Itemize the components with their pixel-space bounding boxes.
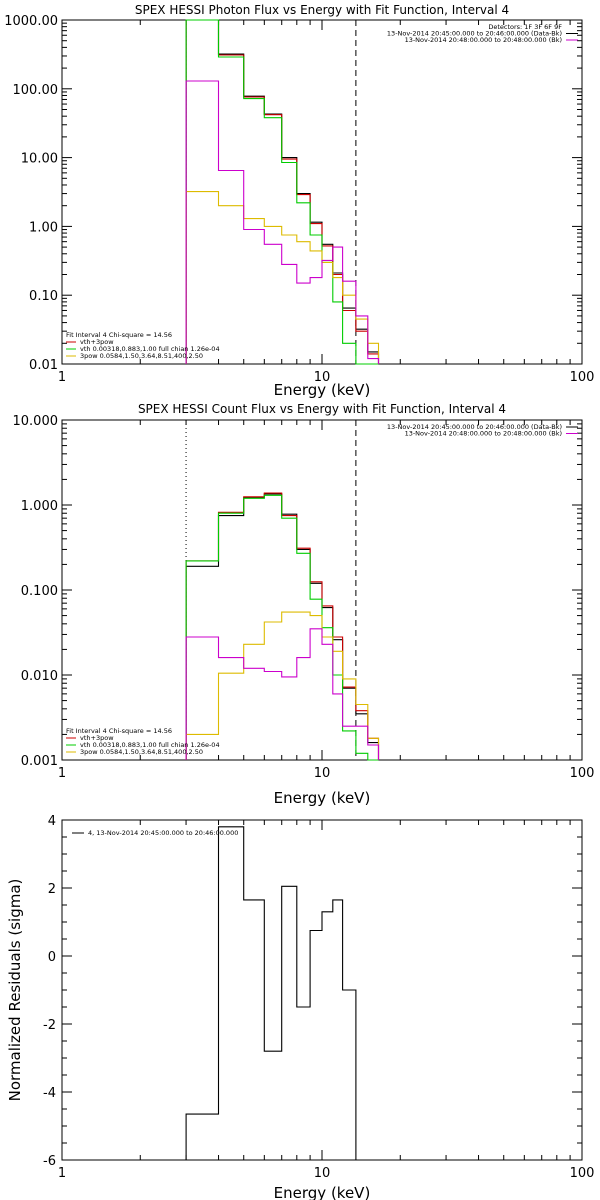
photon-flux-panel: SPEX HESSI Photon Flux vs Energy with Fi… — [4, 3, 594, 399]
count-flux-legend-bottom: Fit Interval 4 Chi-square = 14.56vth+3po… — [66, 727, 220, 756]
count-flux-x-tick-label: 100 — [570, 766, 595, 781]
residuals-y-tick-label: -2 — [43, 1018, 56, 1033]
photon-flux-series — [185, 19, 380, 365]
photon-flux-x-tick-label: 100 — [570, 370, 595, 385]
residuals-legend-top: 4, 13-Nov-2014 20:45:00.000 to 20:46:00.… — [72, 829, 238, 837]
photon-flux-xlabel: Energy (keV) — [274, 381, 371, 399]
count-flux-title: SPEX HESSI Count Flux vs Energy with Fit… — [138, 402, 506, 416]
residuals-ylabel: Normalized Residuals (sigma) — [6, 879, 24, 1102]
residuals-ticks: 1 10 100 -6 -4 -2 0 2 4 — [43, 814, 594, 1181]
count-flux-legend-bottom-entry: vth 0.00318,0.883,1.00 full chian 1.26e-… — [80, 741, 220, 749]
photon-flux-x-tick-label: 1 — [58, 370, 66, 385]
photon-flux-legend-bottom: Fit Interval 4 Chi-square = 14.56vth+3po… — [66, 331, 220, 360]
count-flux-series-3pow — [185, 611, 380, 760]
count-flux-xlabel: Energy (keV) — [274, 789, 371, 807]
photon-flux-y-tick-label: 10.00 — [21, 152, 58, 167]
residuals-legend-top-entry: 4, 13-Nov-2014 20:45:00.000 to 20:46:00.… — [88, 829, 238, 837]
count-flux-y-tick-label: 0.001 — [21, 754, 58, 769]
count-flux-y-tick-label: 0.010 — [21, 669, 58, 684]
photon-flux-frame — [61, 19, 583, 365]
count-flux-x-tick-label: 1 — [58, 766, 66, 781]
residuals-panel: 1 10 100 -6 -4 -2 0 2 4 4, 13-Nov-2014 20:45:00.… — [6, 814, 594, 1200]
residuals-y-tick-label: -6 — [43, 1154, 56, 1169]
residuals-series — [185, 826, 357, 1160]
photon-flux-series-bk — [185, 80, 380, 364]
count-flux-series-bk — [185, 628, 380, 760]
photon-flux-title: SPEX HESSI Photon Flux vs Energy with Fi… — [135, 3, 509, 17]
residuals-x-tick-label: 100 — [570, 1166, 595, 1181]
count-flux-series-vth-3pow — [185, 492, 380, 760]
count-flux-ticks: 1 10 100 0.001 0.010 0.100 1.000 10.000 — [13, 414, 595, 781]
residuals-series-residual — [185, 826, 357, 1160]
residuals-y-tick-label: 0 — [48, 950, 56, 965]
photon-flux-legend-bottom-entry: vth 0.00318,0.883,1.00 full chian 1.26e-… — [80, 345, 220, 353]
count-flux-series-data-bk — [185, 493, 380, 760]
count-flux-panel: SPEX HESSI Count Flux vs Energy with Fit… — [13, 402, 595, 807]
count-flux-legend-top-entry: 13-Nov-2014 20:45:00.000 to 20:46:00.000… — [387, 423, 562, 431]
photon-flux-y-tick-label: 1000.00 — [4, 14, 58, 29]
photon-flux-legend-top-entry: Detectors: 1F 3F 6F 9F — [488, 23, 562, 31]
count-flux-legend-bottom-entry: vth+3pow — [80, 734, 114, 742]
photon-flux-legend-bottom-entry: Fit Interval 4 Chi-square = 14.56 — [66, 331, 172, 339]
count-flux-y-tick-label: 10.000 — [13, 414, 59, 429]
photon-flux-x-tick-label: 10 — [314, 370, 331, 385]
photon-flux-ticks: 1 10 100 0.01 0.10 1.00 10.00 100.00 1000.00 — [4, 14, 594, 385]
count-flux-reference-lines — [185, 420, 357, 760]
photon-flux-legend-top-entry: 13-Nov-2014 20:45:00.000 to 20:46:00.000… — [387, 30, 562, 38]
residuals-xlabel: Energy (keV) — [274, 1184, 371, 1200]
photon-flux-legend-top-entry: 13-Nov-2014 20:48:00.000 to 20:48:00.000… — [405, 36, 562, 44]
count-flux-y-tick-label: 1.000 — [21, 499, 58, 514]
photon-flux-y-tick-label: 1.00 — [29, 220, 58, 235]
photon-flux-y-tick-label: 0.01 — [29, 358, 58, 373]
residuals-x-tick-label: 10 — [314, 1166, 331, 1181]
photon-flux-series-3pow — [185, 191, 380, 364]
photon-flux-y-tick-label: 100.00 — [13, 83, 59, 98]
count-flux-legend-bottom-entry: Fit Interval 4 Chi-square = 14.56 — [66, 727, 172, 735]
count-flux-x-tick-label: 10 — [314, 766, 331, 781]
photon-flux-y-tick-label: 0.10 — [29, 289, 58, 304]
count-flux-legend-top-entry: 13-Nov-2014 20:48:00.000 to 20:48:00.000… — [405, 430, 562, 438]
photon-flux-legend-bottom-entry: vth+3pow — [80, 338, 114, 346]
residuals-y-tick-label: 2 — [48, 882, 56, 897]
count-flux-series — [185, 492, 380, 761]
photon-flux-series-vth — [185, 19, 379, 365]
photon-flux-legend-bottom-entry: 3pow 0.0584,1.50,3.64,8.51,400,2.50 — [80, 352, 203, 360]
residuals-y-tick-label: 4 — [48, 814, 56, 829]
count-flux-legend-top: 13-Nov-2014 20:45:00.000 to 20:46:00.000… — [387, 423, 578, 438]
residuals-x-tick-label: 1 — [58, 1166, 66, 1181]
count-flux-legend-bottom-entry: 3pow 0.0584,1.50,3.64,8.51,400,2.50 — [80, 748, 203, 756]
residuals-frame — [61, 819, 583, 1161]
residuals-y-tick-label: -4 — [43, 1086, 56, 1101]
count-flux-series-vth — [185, 494, 379, 761]
count-flux-y-tick-label: 0.100 — [21, 584, 58, 599]
